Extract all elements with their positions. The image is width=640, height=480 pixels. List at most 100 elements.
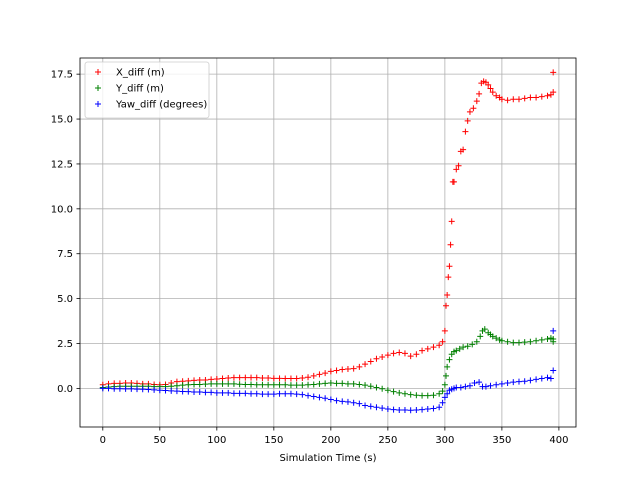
data-point [322,380,329,387]
data-point [327,368,334,375]
series-layer [99,69,557,414]
data-point [453,166,460,173]
data-point [327,396,334,403]
data-point [477,333,484,340]
data-point [196,388,203,395]
data-point [322,395,329,402]
data-point [464,117,471,124]
data-point [550,327,557,334]
x-tick-label: 350 [492,435,511,446]
data-point [436,342,443,349]
data-point [270,391,277,398]
data-point [168,387,175,394]
data-point [305,392,312,399]
data-point [379,405,386,412]
data-point [128,385,135,392]
data-point [460,344,467,351]
data-point [485,81,492,88]
data-point [316,394,323,401]
data-point [527,94,534,101]
data-point [259,381,266,388]
data-point [462,128,469,135]
data-point [462,383,469,390]
data-point [339,398,346,405]
data-point [350,399,357,406]
data-point [436,404,443,411]
data-point [444,390,451,397]
grid [80,58,576,427]
data-point [476,90,483,97]
legend-marker [95,101,101,107]
data-point [443,372,450,379]
data-point [544,374,551,381]
data-point [444,363,451,370]
y-tick-label: 5.0 [57,294,73,305]
data-point [265,374,272,381]
data-point [145,386,152,393]
data-point [173,382,180,389]
x-tick-label: 50 [153,435,166,446]
data-point [390,388,397,395]
legend-box [84,61,210,119]
data-point [287,390,294,397]
data-point [470,105,477,112]
x-tick-label: 200 [321,435,340,446]
data-point [439,338,446,345]
data-point [544,92,551,99]
data-point [527,377,534,384]
y-tick-label: 0.0 [57,384,73,395]
data-point [179,388,186,395]
data-point [316,380,323,387]
data-point [339,380,346,387]
data-point [276,381,283,388]
data-point [253,390,260,397]
data-point [230,380,237,387]
data-point [339,366,346,373]
data-point [305,381,312,388]
data-point [473,338,480,345]
data-point [350,380,357,387]
data-point [441,394,448,401]
data-point [379,385,386,392]
data-point [424,345,431,352]
data-point [413,406,420,413]
legend-label: Yaw_diff (degrees) [115,100,207,111]
data-point [476,379,483,386]
data-point [401,406,408,413]
data-point [173,388,180,395]
data-point [439,399,446,406]
data-point [460,146,467,153]
data-point [419,406,426,413]
data-point [344,366,351,373]
data-point [550,89,557,96]
data-point [162,387,169,394]
data-point [469,341,476,348]
data-point [293,391,300,398]
data-point [384,352,391,359]
data-point [213,389,220,396]
data-point [344,380,351,387]
data-point [259,374,266,381]
data-point [122,385,129,392]
data-point [191,388,198,395]
data-point [430,405,437,412]
data-point [384,387,391,394]
data-point [213,380,220,387]
data-point [445,274,452,281]
data-point [538,336,545,343]
data-point [533,94,540,101]
data-point [436,390,443,397]
data-point [196,381,203,388]
data-point [373,355,380,362]
data-point [430,344,437,351]
data-point [489,333,496,340]
y-tick-label: 15.0 [51,115,73,126]
data-point [504,338,511,345]
data-point [430,392,437,399]
data-point [219,375,226,382]
data-point [310,381,317,388]
data-point [481,326,488,333]
data-point [407,353,414,360]
y-tick-label: 7.5 [57,249,73,260]
data-point [446,263,453,270]
